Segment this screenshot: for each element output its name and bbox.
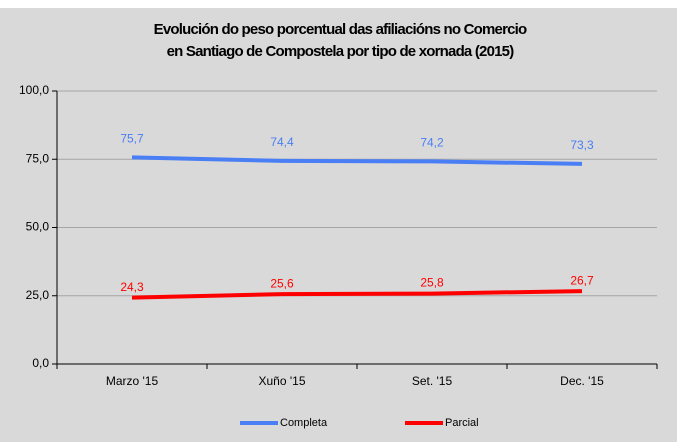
data-label: 74,2 (420, 136, 444, 150)
x-tick-label: Set. '15 (412, 374, 453, 388)
x-tick-label: Dec. '15 (560, 374, 604, 388)
data-label: 26,7 (570, 273, 594, 287)
y-tick-label: 25,0 (26, 288, 50, 302)
line-series (131, 155, 583, 166)
y-tick-label: 75,0 (26, 151, 50, 165)
x-tick-label: Marzo '15 (106, 374, 159, 388)
data-label: 75,7 (120, 132, 144, 146)
x-tick-label: Xuño '15 (259, 374, 306, 388)
chart-background (0, 8, 677, 442)
chart-title: en Santiago de Compostela por tipo de xo… (167, 43, 515, 60)
legend-label: Parcial (445, 417, 479, 429)
data-label: 74,4 (270, 135, 294, 149)
data-label: 25,6 (270, 276, 294, 290)
data-label: 73,3 (570, 138, 594, 152)
legend-label: Completa (280, 417, 328, 429)
y-tick-label: 100,0 (19, 83, 49, 97)
y-tick-label: 0,0 (32, 356, 49, 370)
data-label: 24,3 (120, 280, 144, 294)
chart-title: Evolución do peso porcentual das afiliac… (154, 21, 527, 38)
y-tick-label: 50,0 (26, 220, 50, 234)
data-label: 25,8 (420, 276, 444, 290)
line-series (131, 289, 583, 300)
